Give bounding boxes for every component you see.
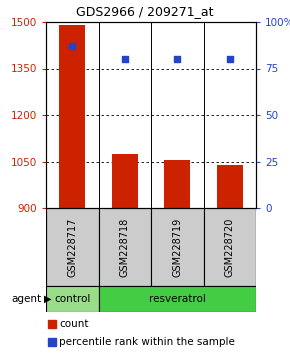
Bar [99, 208, 151, 286]
Bar [217, 165, 243, 208]
Text: control: control [54, 294, 90, 304]
Point [122, 56, 127, 62]
Bar [46, 286, 99, 312]
Bar [59, 25, 85, 208]
Text: agent: agent [12, 294, 42, 304]
Bar [112, 154, 138, 208]
Text: GDS2966 / 209271_at: GDS2966 / 209271_at [76, 5, 214, 18]
Text: ▶: ▶ [44, 294, 51, 304]
Point [227, 56, 232, 62]
Bar [48, 320, 56, 328]
Text: percentile rank within the sample: percentile rank within the sample [59, 337, 235, 347]
Point [70, 43, 75, 49]
Bar [151, 208, 204, 286]
Bar [164, 160, 190, 208]
Bar [46, 208, 99, 286]
Text: GSM228718: GSM228718 [120, 217, 130, 276]
Text: resveratrol: resveratrol [149, 294, 206, 304]
Bar [99, 286, 256, 312]
Bar [204, 208, 256, 286]
Text: GSM228717: GSM228717 [67, 217, 77, 277]
Text: count: count [59, 319, 88, 329]
Point [175, 56, 180, 62]
Text: GSM228719: GSM228719 [172, 217, 182, 276]
Bar [48, 338, 56, 346]
Text: GSM228720: GSM228720 [225, 217, 235, 277]
